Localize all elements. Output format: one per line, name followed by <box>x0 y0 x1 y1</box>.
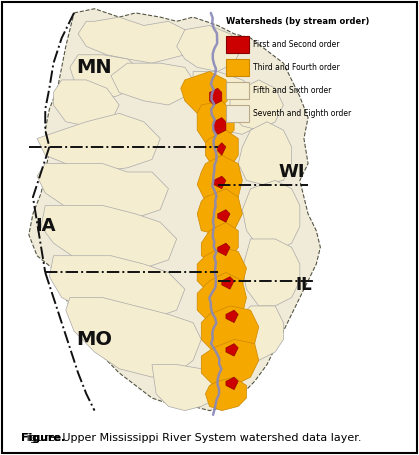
Polygon shape <box>210 88 222 105</box>
Text: Fifth and Sixth order: Fifth and Sixth order <box>253 86 332 95</box>
Polygon shape <box>197 273 246 323</box>
Text: IA: IA <box>35 217 55 235</box>
Text: First and Second order: First and Second order <box>253 40 340 49</box>
Text: MN: MN <box>77 58 112 77</box>
Polygon shape <box>218 210 230 222</box>
Polygon shape <box>238 306 283 360</box>
Text: Watersheds (by stream order): Watersheds (by stream order) <box>226 17 369 26</box>
Bar <box>226 59 248 76</box>
Polygon shape <box>242 180 300 252</box>
Polygon shape <box>218 143 226 155</box>
Polygon shape <box>214 117 226 134</box>
Polygon shape <box>226 344 238 356</box>
Polygon shape <box>37 164 168 218</box>
Text: IL: IL <box>295 276 312 294</box>
Text: WI: WI <box>278 163 305 181</box>
Polygon shape <box>49 256 185 318</box>
Polygon shape <box>193 71 267 134</box>
Polygon shape <box>111 63 193 105</box>
Polygon shape <box>29 9 321 410</box>
Polygon shape <box>197 189 242 235</box>
Polygon shape <box>54 80 119 126</box>
Polygon shape <box>197 155 242 206</box>
Polygon shape <box>181 71 230 113</box>
Polygon shape <box>37 113 160 172</box>
Bar <box>226 105 248 122</box>
Text: Figure.: Figure. <box>21 433 65 443</box>
Text: MO: MO <box>77 330 113 349</box>
Polygon shape <box>66 298 201 377</box>
Polygon shape <box>201 339 259 385</box>
Text: Seventh and Eighth order: Seventh and Eighth order <box>253 109 352 118</box>
Polygon shape <box>197 248 246 293</box>
Bar <box>226 36 248 53</box>
Polygon shape <box>152 364 218 410</box>
Polygon shape <box>201 222 238 264</box>
Polygon shape <box>222 277 234 289</box>
Polygon shape <box>238 122 292 185</box>
Polygon shape <box>205 377 246 410</box>
Polygon shape <box>201 306 259 352</box>
Polygon shape <box>242 239 300 306</box>
Polygon shape <box>177 25 242 71</box>
Polygon shape <box>41 206 177 268</box>
Text: Third and Fourth order: Third and Fourth order <box>253 63 340 72</box>
Polygon shape <box>214 176 226 189</box>
Polygon shape <box>230 80 283 130</box>
Polygon shape <box>197 101 234 143</box>
Bar <box>226 82 248 99</box>
Text: Figure.: Figure. <box>21 433 65 443</box>
Polygon shape <box>205 130 238 168</box>
Text: Figure. Upper Mississippi River System watershed data layer.: Figure. Upper Mississippi River System w… <box>21 433 361 443</box>
Polygon shape <box>226 377 238 389</box>
Polygon shape <box>78 17 193 63</box>
Polygon shape <box>226 310 238 323</box>
Polygon shape <box>70 55 144 96</box>
Polygon shape <box>218 243 230 256</box>
